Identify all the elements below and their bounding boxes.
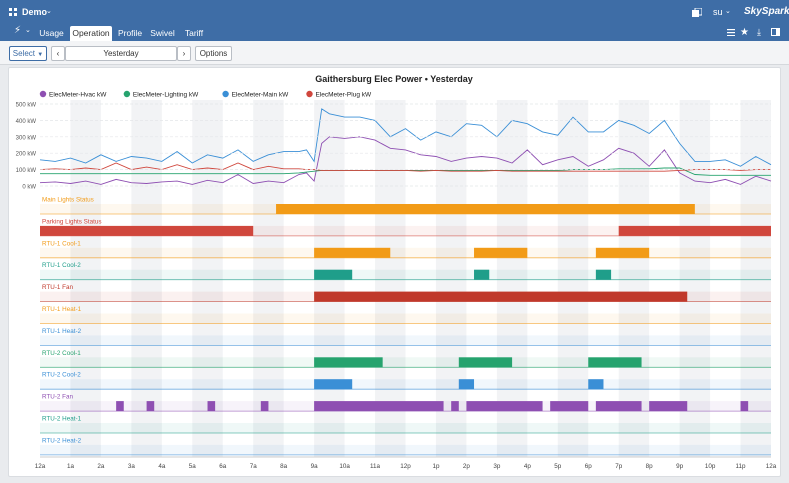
toolbar: Select ▼ ‹ Yesterday › Options bbox=[0, 41, 789, 65]
chevron-down-icon[interactable]: ⌄ bbox=[46, 8, 52, 15]
tab-usage[interactable]: Usage bbox=[39, 28, 64, 38]
nav-bar: ⚡︎ ⌄ Usage Operation Profile Swivel Tari… bbox=[0, 24, 789, 41]
options-button[interactable]: Options bbox=[195, 46, 232, 61]
tab-tariff[interactable]: Tariff bbox=[184, 28, 204, 38]
panel-toggle-icon[interactable] bbox=[771, 28, 780, 36]
tab-operation[interactable]: Operation bbox=[70, 26, 112, 41]
tab-swivel[interactable]: Swivel bbox=[150, 28, 175, 38]
next-date-button[interactable]: › bbox=[177, 46, 191, 61]
select-caret-icon: ▼ bbox=[37, 52, 44, 58]
chevron-left-icon: ‹ bbox=[56, 49, 60, 58]
download-icon[interactable]: ⤓ bbox=[757, 27, 761, 37]
app-chevron-icon[interactable]: ⌄ bbox=[25, 27, 31, 34]
lightning-icon[interactable]: ⚡︎ bbox=[14, 25, 22, 36]
user-name[interactable]: su bbox=[713, 7, 723, 17]
tab-profile[interactable]: Profile bbox=[117, 28, 143, 38]
chevron-right-icon: › bbox=[182, 49, 186, 58]
brand-logo: SkySpark bbox=[744, 6, 789, 17]
grid-apps-icon[interactable] bbox=[9, 8, 17, 16]
prev-date-button[interactable]: ‹ bbox=[51, 46, 65, 61]
list-icon[interactable] bbox=[727, 29, 735, 36]
top-bar: Demo ⌄ su ⌄ SkySpark bbox=[0, 0, 789, 24]
copy-window-icon[interactable] bbox=[692, 8, 702, 17]
project-name[interactable]: Demo bbox=[22, 7, 48, 17]
select-button[interactable]: Select ▼ bbox=[9, 46, 47, 61]
chart-panel bbox=[8, 67, 781, 477]
star-icon[interactable]: ★ bbox=[740, 27, 749, 38]
select-label: Select bbox=[12, 49, 36, 58]
user-chevron-icon[interactable]: ⌄ bbox=[725, 8, 731, 15]
date-range-field[interactable]: Yesterday bbox=[65, 46, 177, 61]
